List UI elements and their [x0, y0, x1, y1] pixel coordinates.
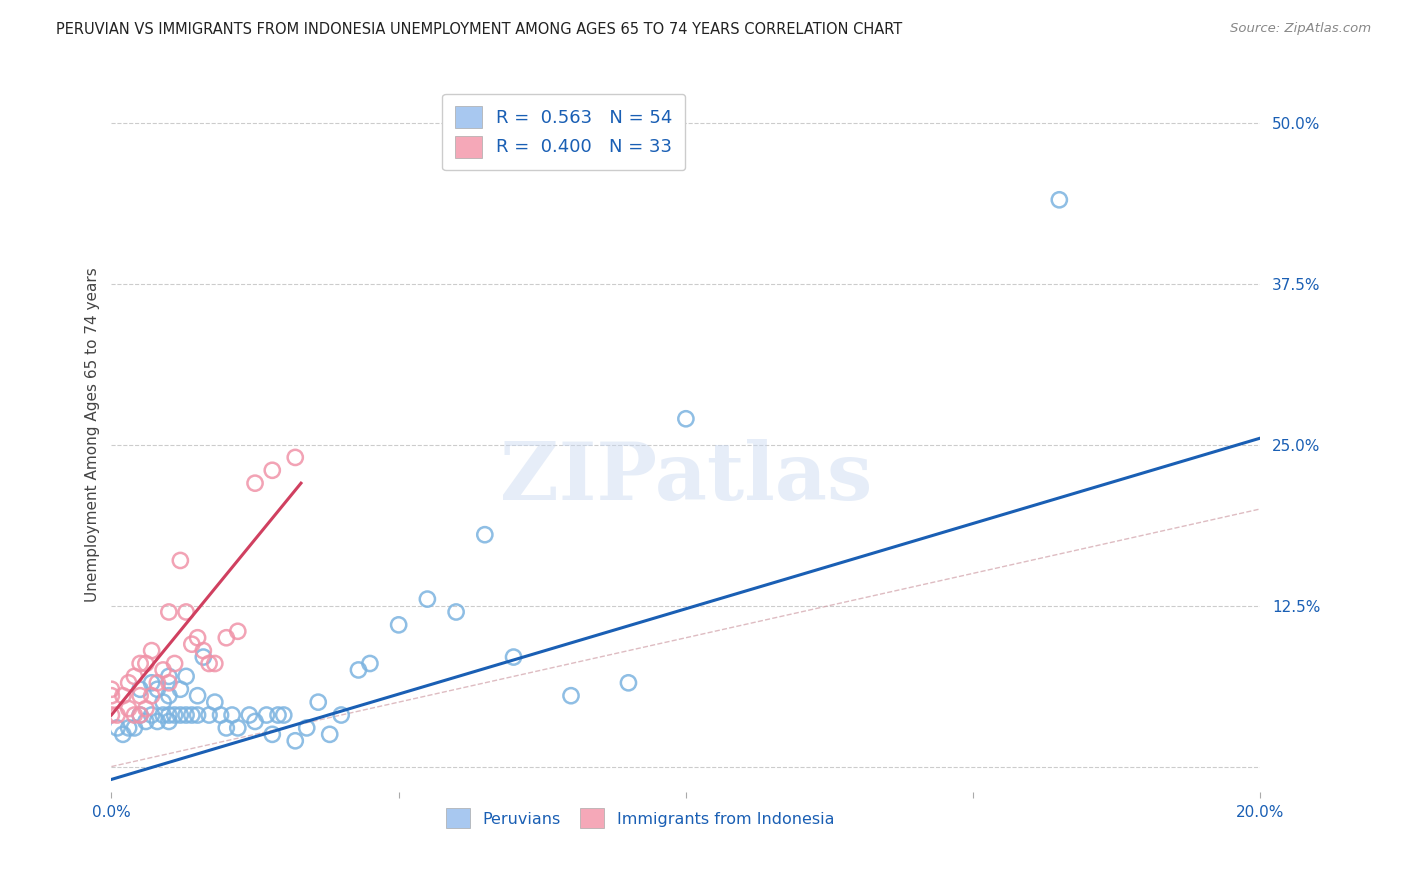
- Point: [243, 476, 266, 491]
- Point: [105, 708, 128, 723]
- Point: [193, 643, 215, 657]
- Point: [347, 663, 370, 677]
- Point: [141, 675, 163, 690]
- Point: [388, 618, 411, 632]
- Point: [174, 669, 197, 683]
- Point: [141, 708, 163, 723]
- Point: [117, 675, 139, 690]
- Text: Source: ZipAtlas.com: Source: ZipAtlas.com: [1230, 22, 1371, 36]
- Point: [157, 689, 180, 703]
- Point: [105, 721, 128, 735]
- Point: [209, 708, 232, 723]
- Point: [444, 605, 467, 619]
- Point: [295, 721, 318, 735]
- Point: [129, 657, 152, 671]
- Point: [226, 624, 249, 639]
- Point: [117, 701, 139, 715]
- Point: [124, 708, 146, 723]
- Point: [124, 721, 146, 735]
- Point: [474, 527, 496, 541]
- Point: [267, 708, 290, 723]
- Point: [204, 695, 226, 709]
- Point: [502, 650, 524, 665]
- Point: [243, 714, 266, 729]
- Point: [174, 605, 197, 619]
- Point: [617, 675, 640, 690]
- Point: [284, 733, 307, 747]
- Point: [157, 605, 180, 619]
- Point: [129, 708, 152, 723]
- Point: [1047, 193, 1070, 207]
- Point: [135, 701, 157, 715]
- Point: [152, 663, 174, 677]
- Point: [111, 727, 134, 741]
- Point: [169, 708, 191, 723]
- Point: [100, 682, 122, 697]
- Point: [146, 675, 169, 690]
- Point: [215, 631, 238, 645]
- Text: ZIPatlas: ZIPatlas: [499, 439, 872, 516]
- Point: [226, 721, 249, 735]
- Point: [416, 592, 439, 607]
- Point: [187, 689, 209, 703]
- Point: [169, 682, 191, 697]
- Point: [152, 708, 174, 723]
- Legend: Peruvians, Immigrants from Indonesia: Peruvians, Immigrants from Indonesia: [439, 802, 841, 834]
- Point: [319, 727, 342, 741]
- Point: [141, 643, 163, 657]
- Point: [560, 689, 582, 703]
- Point: [187, 708, 209, 723]
- Point: [262, 463, 284, 477]
- Point: [256, 708, 278, 723]
- Point: [284, 450, 307, 465]
- Point: [129, 682, 152, 697]
- Point: [100, 708, 122, 723]
- Point: [157, 669, 180, 683]
- Point: [129, 689, 152, 703]
- Point: [157, 714, 180, 729]
- Point: [111, 689, 134, 703]
- Point: [221, 708, 243, 723]
- Point: [180, 637, 202, 651]
- Point: [198, 657, 221, 671]
- Point: [262, 727, 284, 741]
- Point: [675, 411, 697, 425]
- Text: PERUVIAN VS IMMIGRANTS FROM INDONESIA UNEMPLOYMENT AMONG AGES 65 TO 74 YEARS COR: PERUVIAN VS IMMIGRANTS FROM INDONESIA UN…: [56, 22, 903, 37]
- Point: [174, 708, 197, 723]
- Point: [187, 631, 209, 645]
- Point: [117, 721, 139, 735]
- Point: [330, 708, 353, 723]
- Point: [169, 553, 191, 567]
- Point: [204, 657, 226, 671]
- Point: [157, 708, 180, 723]
- Point: [135, 657, 157, 671]
- Point: [180, 708, 202, 723]
- Point: [141, 689, 163, 703]
- Point: [307, 695, 329, 709]
- Point: [152, 695, 174, 709]
- Point: [359, 657, 381, 671]
- Point: [273, 708, 295, 723]
- Point: [124, 669, 146, 683]
- Point: [129, 708, 152, 723]
- Point: [135, 714, 157, 729]
- Point: [215, 721, 238, 735]
- Point: [146, 682, 169, 697]
- Point: [157, 675, 180, 690]
- Point: [193, 650, 215, 665]
- Point: [238, 708, 260, 723]
- Point: [100, 689, 122, 703]
- Point: [163, 657, 186, 671]
- Point: [198, 708, 221, 723]
- Point: [163, 708, 186, 723]
- Point: [146, 714, 169, 729]
- Y-axis label: Unemployment Among Ages 65 to 74 years: Unemployment Among Ages 65 to 74 years: [86, 268, 100, 602]
